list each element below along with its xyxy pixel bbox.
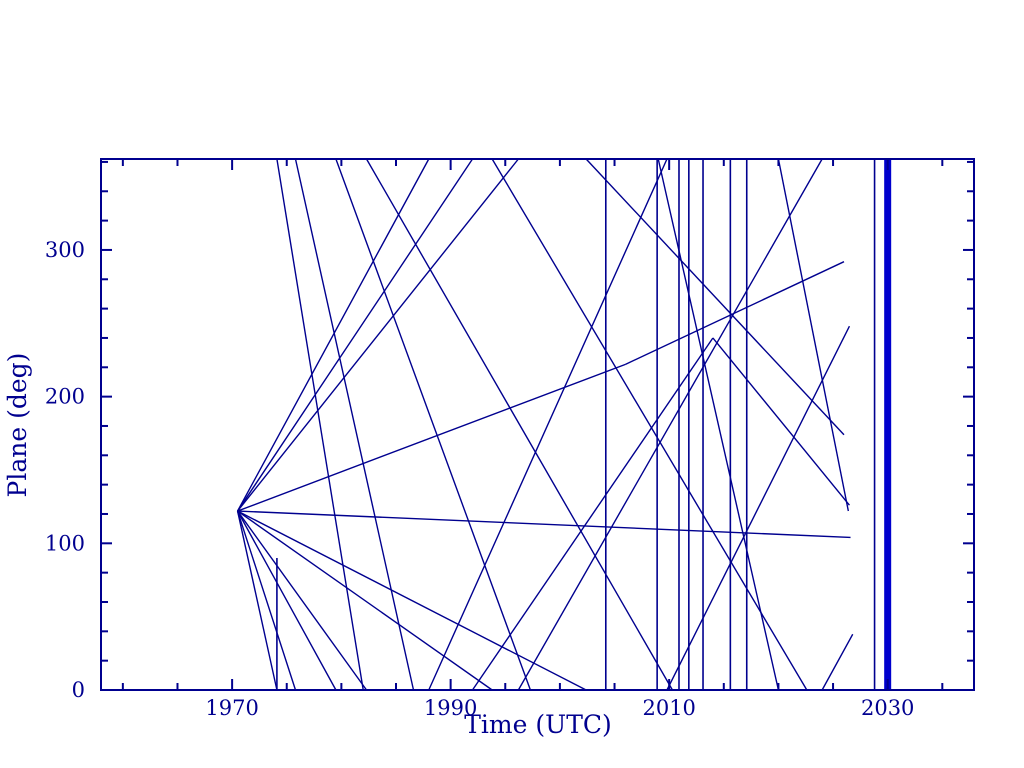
x-tick-label: 1970 bbox=[205, 696, 258, 720]
track-line bbox=[585, 158, 845, 436]
track-lines-group bbox=[236, 158, 854, 691]
track-line bbox=[777, 158, 850, 512]
track-line bbox=[335, 158, 532, 691]
track-line bbox=[236, 158, 430, 512]
track-line bbox=[236, 510, 297, 691]
x-tick-label: 2010 bbox=[642, 696, 695, 720]
y-tick-label: 300 bbox=[45, 238, 85, 262]
track-line bbox=[625, 261, 845, 365]
track-line bbox=[491, 158, 808, 691]
track-line bbox=[237, 510, 851, 539]
x-tick-label: 1990 bbox=[424, 696, 477, 720]
track-line bbox=[237, 363, 626, 512]
x-tick-label: 2030 bbox=[861, 696, 914, 720]
track-line bbox=[237, 510, 587, 691]
axis-box bbox=[100, 158, 975, 691]
axis-tick-labels-group: 1970 1990 2010 2030 0 100 200 300 bbox=[45, 238, 915, 720]
track-line bbox=[276, 158, 364, 691]
track-line bbox=[294, 158, 415, 691]
track-line bbox=[428, 158, 668, 691]
track-line bbox=[237, 510, 493, 691]
track-line bbox=[236, 510, 278, 691]
axis-ticks-group bbox=[101, 159, 974, 691]
track-line bbox=[365, 158, 674, 691]
track-line bbox=[237, 158, 519, 512]
track-line bbox=[712, 337, 850, 506]
y-tick-label: 0 bbox=[72, 678, 85, 702]
y-axis-title: Plane (deg) bbox=[3, 353, 32, 498]
y-tick-label: 100 bbox=[45, 531, 85, 555]
track-line bbox=[471, 337, 714, 691]
x-axis-title: Time (UTC) bbox=[464, 710, 612, 739]
plot-background bbox=[101, 159, 974, 690]
track-line bbox=[236, 510, 337, 691]
axis-frame bbox=[100, 158, 975, 691]
track-line bbox=[821, 633, 854, 691]
vertical-lines-group bbox=[276, 159, 892, 690]
track-line bbox=[236, 158, 474, 512]
y-tick-label: 200 bbox=[45, 385, 85, 409]
track-line bbox=[517, 158, 823, 691]
track-line bbox=[237, 510, 368, 691]
plot-area bbox=[101, 159, 974, 690]
track-line bbox=[666, 325, 851, 691]
